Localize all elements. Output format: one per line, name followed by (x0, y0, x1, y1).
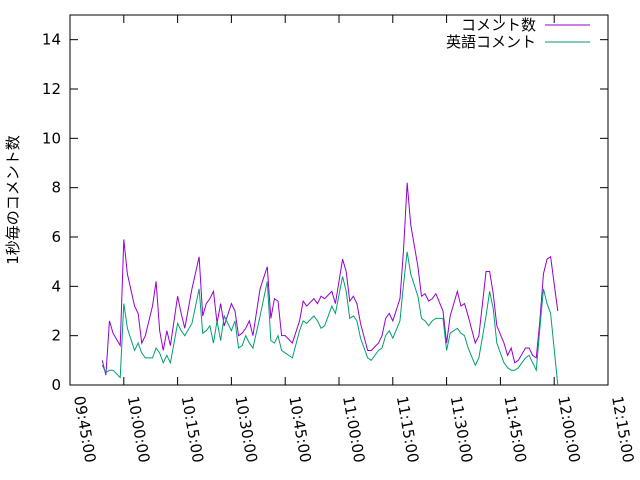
x-tick-label: 11:30:00 (447, 395, 476, 464)
x-tick-label: 11:45:00 (500, 395, 529, 464)
x-tick-label: 11:00:00 (339, 395, 368, 464)
x-tick-label: 11:15:00 (393, 395, 422, 464)
y-tick-label: 8 (51, 179, 61, 197)
series-line (101, 251, 559, 386)
y-tick-label: 0 (51, 376, 61, 394)
y-tick-label: 2 (51, 327, 61, 345)
y-axis-label: 1秒毎のコメント数 (4, 135, 22, 265)
y-tick-label: 14 (42, 31, 61, 49)
y-tick-label: 6 (51, 228, 61, 246)
legend-label: コメント数 (461, 16, 536, 34)
x-tick-label: 12:00:00 (554, 395, 583, 464)
plot-frame (69, 14, 609, 386)
x-tick-label: 12:15:00 (608, 395, 637, 464)
x-tick-label: 10:45:00 (285, 395, 314, 464)
y-tick-label: 12 (42, 80, 61, 98)
y-tick-label: 4 (51, 277, 61, 295)
x-tick-label: 09:45:00 (70, 395, 99, 464)
y-tick-label: 10 (42, 129, 61, 147)
series-line (101, 182, 559, 376)
x-tick-label: 10:00:00 (124, 395, 153, 464)
x-tick-label: 10:15:00 (178, 395, 207, 464)
x-tick-label: 10:30:00 (231, 395, 260, 464)
legend-label: 英語コメント (446, 33, 536, 51)
